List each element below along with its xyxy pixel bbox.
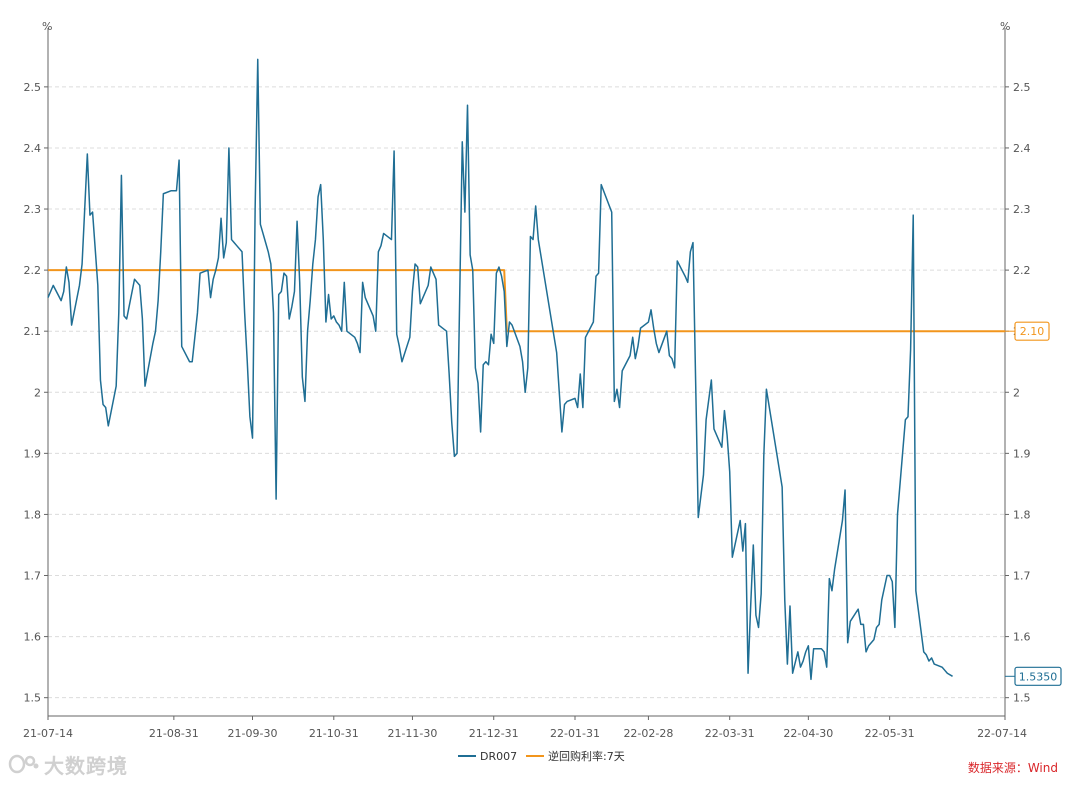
end-label-dr007: 1.5350 <box>1019 670 1058 683</box>
series-line-reverse-repo <box>48 269 1005 333</box>
y-tick-label-right: 2.3 <box>1013 203 1031 216</box>
end-label-reverse-repo: 2.10 <box>1020 325 1045 338</box>
x-tick-label: 22-02-28 <box>623 727 673 740</box>
y-tick-label-right: 2.5 <box>1013 81 1031 94</box>
x-tick-label: 21-11-30 <box>387 727 437 740</box>
x-tick-label: 22-04-30 <box>783 727 833 740</box>
y-tick-label-right: 2.4 <box>1013 142 1031 155</box>
x-tick-label: 21-09-30 <box>228 727 278 740</box>
watermark-text: 大数跨境 <box>44 753 128 778</box>
y-tick-label-left: 2.4 <box>24 142 42 155</box>
y-tick-label-right: 1.9 <box>1013 447 1031 460</box>
x-tick-label: 21-08-31 <box>149 727 199 740</box>
x-tick-label: 22-03-31 <box>705 727 755 740</box>
y-tick-label-right: 2 <box>1013 386 1020 399</box>
y-tick-label-left: 2.5 <box>24 81 42 94</box>
watermark: 大数跨境 <box>8 751 128 778</box>
y-tick-label-left: 2 <box>34 386 41 399</box>
end-label-box <box>1014 666 1062 686</box>
y-axis-left-ticks: 1.5 1.6 1.7 1.8 1.9 2 2.1 2.2 2.3 2.4 2.5 <box>24 81 48 705</box>
y-axis-left-unit: % <box>42 20 52 33</box>
y-axis-right-unit: % <box>1000 20 1010 33</box>
source-note: 数据来源：Wind <box>967 761 1058 775</box>
x-tick-label: 22-07-14 <box>977 727 1027 740</box>
y-tick-label-right: 2.2 <box>1013 264 1031 277</box>
x-tick-label: 21-12-31 <box>469 727 519 740</box>
end-labels: 1.5350 2.10 <box>1005 321 1062 686</box>
y-tick-label-right: 1.7 <box>1013 570 1031 583</box>
y-axis-right-ticks: 1.51.61.71.81.922.12.22.32.42.5 <box>1005 81 1031 705</box>
end-label-box <box>1014 321 1050 341</box>
y-tick-label-left: 2.3 <box>24 203 42 216</box>
x-axis-ticks: 21-07-14 21-08-31 21-09-30 21-10-31 21-11-30… <box>23 716 1027 740</box>
y-tick-label-left: 1.8 <box>24 508 42 521</box>
legend: DR007 逆回购利率:7天 <box>458 749 625 763</box>
legend-label-reverse-repo: 逆回购利率:7天 <box>548 749 625 763</box>
axes <box>47 28 1006 717</box>
x-tick-label: 21-10-31 <box>309 727 359 740</box>
gridlines <box>48 86 1005 699</box>
x-tick-label: 22-05-31 <box>865 727 915 740</box>
watermark-logo-icon <box>8 754 39 774</box>
y-tick-label-left: 1.5 <box>24 692 42 705</box>
y-tick-label-left: 2.2 <box>24 264 42 277</box>
legend-label-dr007: DR007 <box>480 750 517 763</box>
x-tick-label: 22-01-31 <box>550 727 600 740</box>
series-line-dr007 <box>47 58 953 681</box>
y-tick-label-right: 1.6 <box>1013 631 1031 644</box>
y-tick-label-left: 1.6 <box>24 631 42 644</box>
series-group <box>47 58 1005 681</box>
y-tick-label-right: 1.8 <box>1013 508 1031 521</box>
y-tick-label-right: 1.5 <box>1013 692 1031 705</box>
y-tick-label-left: 1.7 <box>24 570 42 583</box>
y-tick-label-left: 1.9 <box>24 447 42 460</box>
y-tick-label-left: 2.1 <box>24 325 42 338</box>
x-tick-label: 21-07-14 <box>23 727 73 740</box>
